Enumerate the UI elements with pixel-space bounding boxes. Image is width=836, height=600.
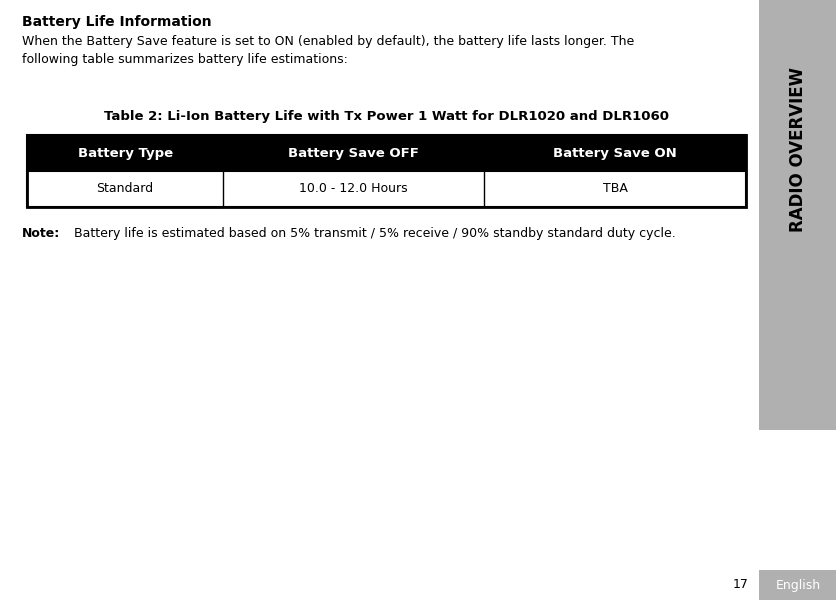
Text: Battery life is estimated based on 5% transmit / 5% receive / 90% standby standa: Battery life is estimated based on 5% tr…: [74, 227, 675, 240]
Bar: [27, 135, 745, 171]
Bar: [758, 570, 836, 600]
Text: English: English: [774, 578, 819, 592]
Text: RADIO OVERVIEW: RADIO OVERVIEW: [788, 67, 806, 232]
Text: When the Battery Save feature is set to ON (enabled by default), the battery lif: When the Battery Save feature is set to …: [22, 35, 634, 66]
Text: Battery Save ON: Battery Save ON: [553, 146, 676, 160]
Text: Battery Life Information: Battery Life Information: [22, 15, 212, 29]
Text: Battery Save OFF: Battery Save OFF: [288, 146, 419, 160]
Bar: [27, 135, 745, 207]
Text: Battery Type: Battery Type: [78, 146, 172, 160]
Text: Standard: Standard: [96, 182, 154, 196]
Text: 17: 17: [732, 578, 748, 592]
Text: TBA: TBA: [602, 182, 627, 196]
Text: 10.0 - 12.0 Hours: 10.0 - 12.0 Hours: [299, 182, 408, 196]
Bar: [27, 171, 745, 207]
Text: Table 2: Li-Ion Battery Life with Tx Power 1 Watt for DLR1020 and DLR1060: Table 2: Li-Ion Battery Life with Tx Pow…: [104, 110, 668, 123]
Text: Note:: Note:: [22, 227, 60, 240]
Bar: [758, 0, 836, 430]
